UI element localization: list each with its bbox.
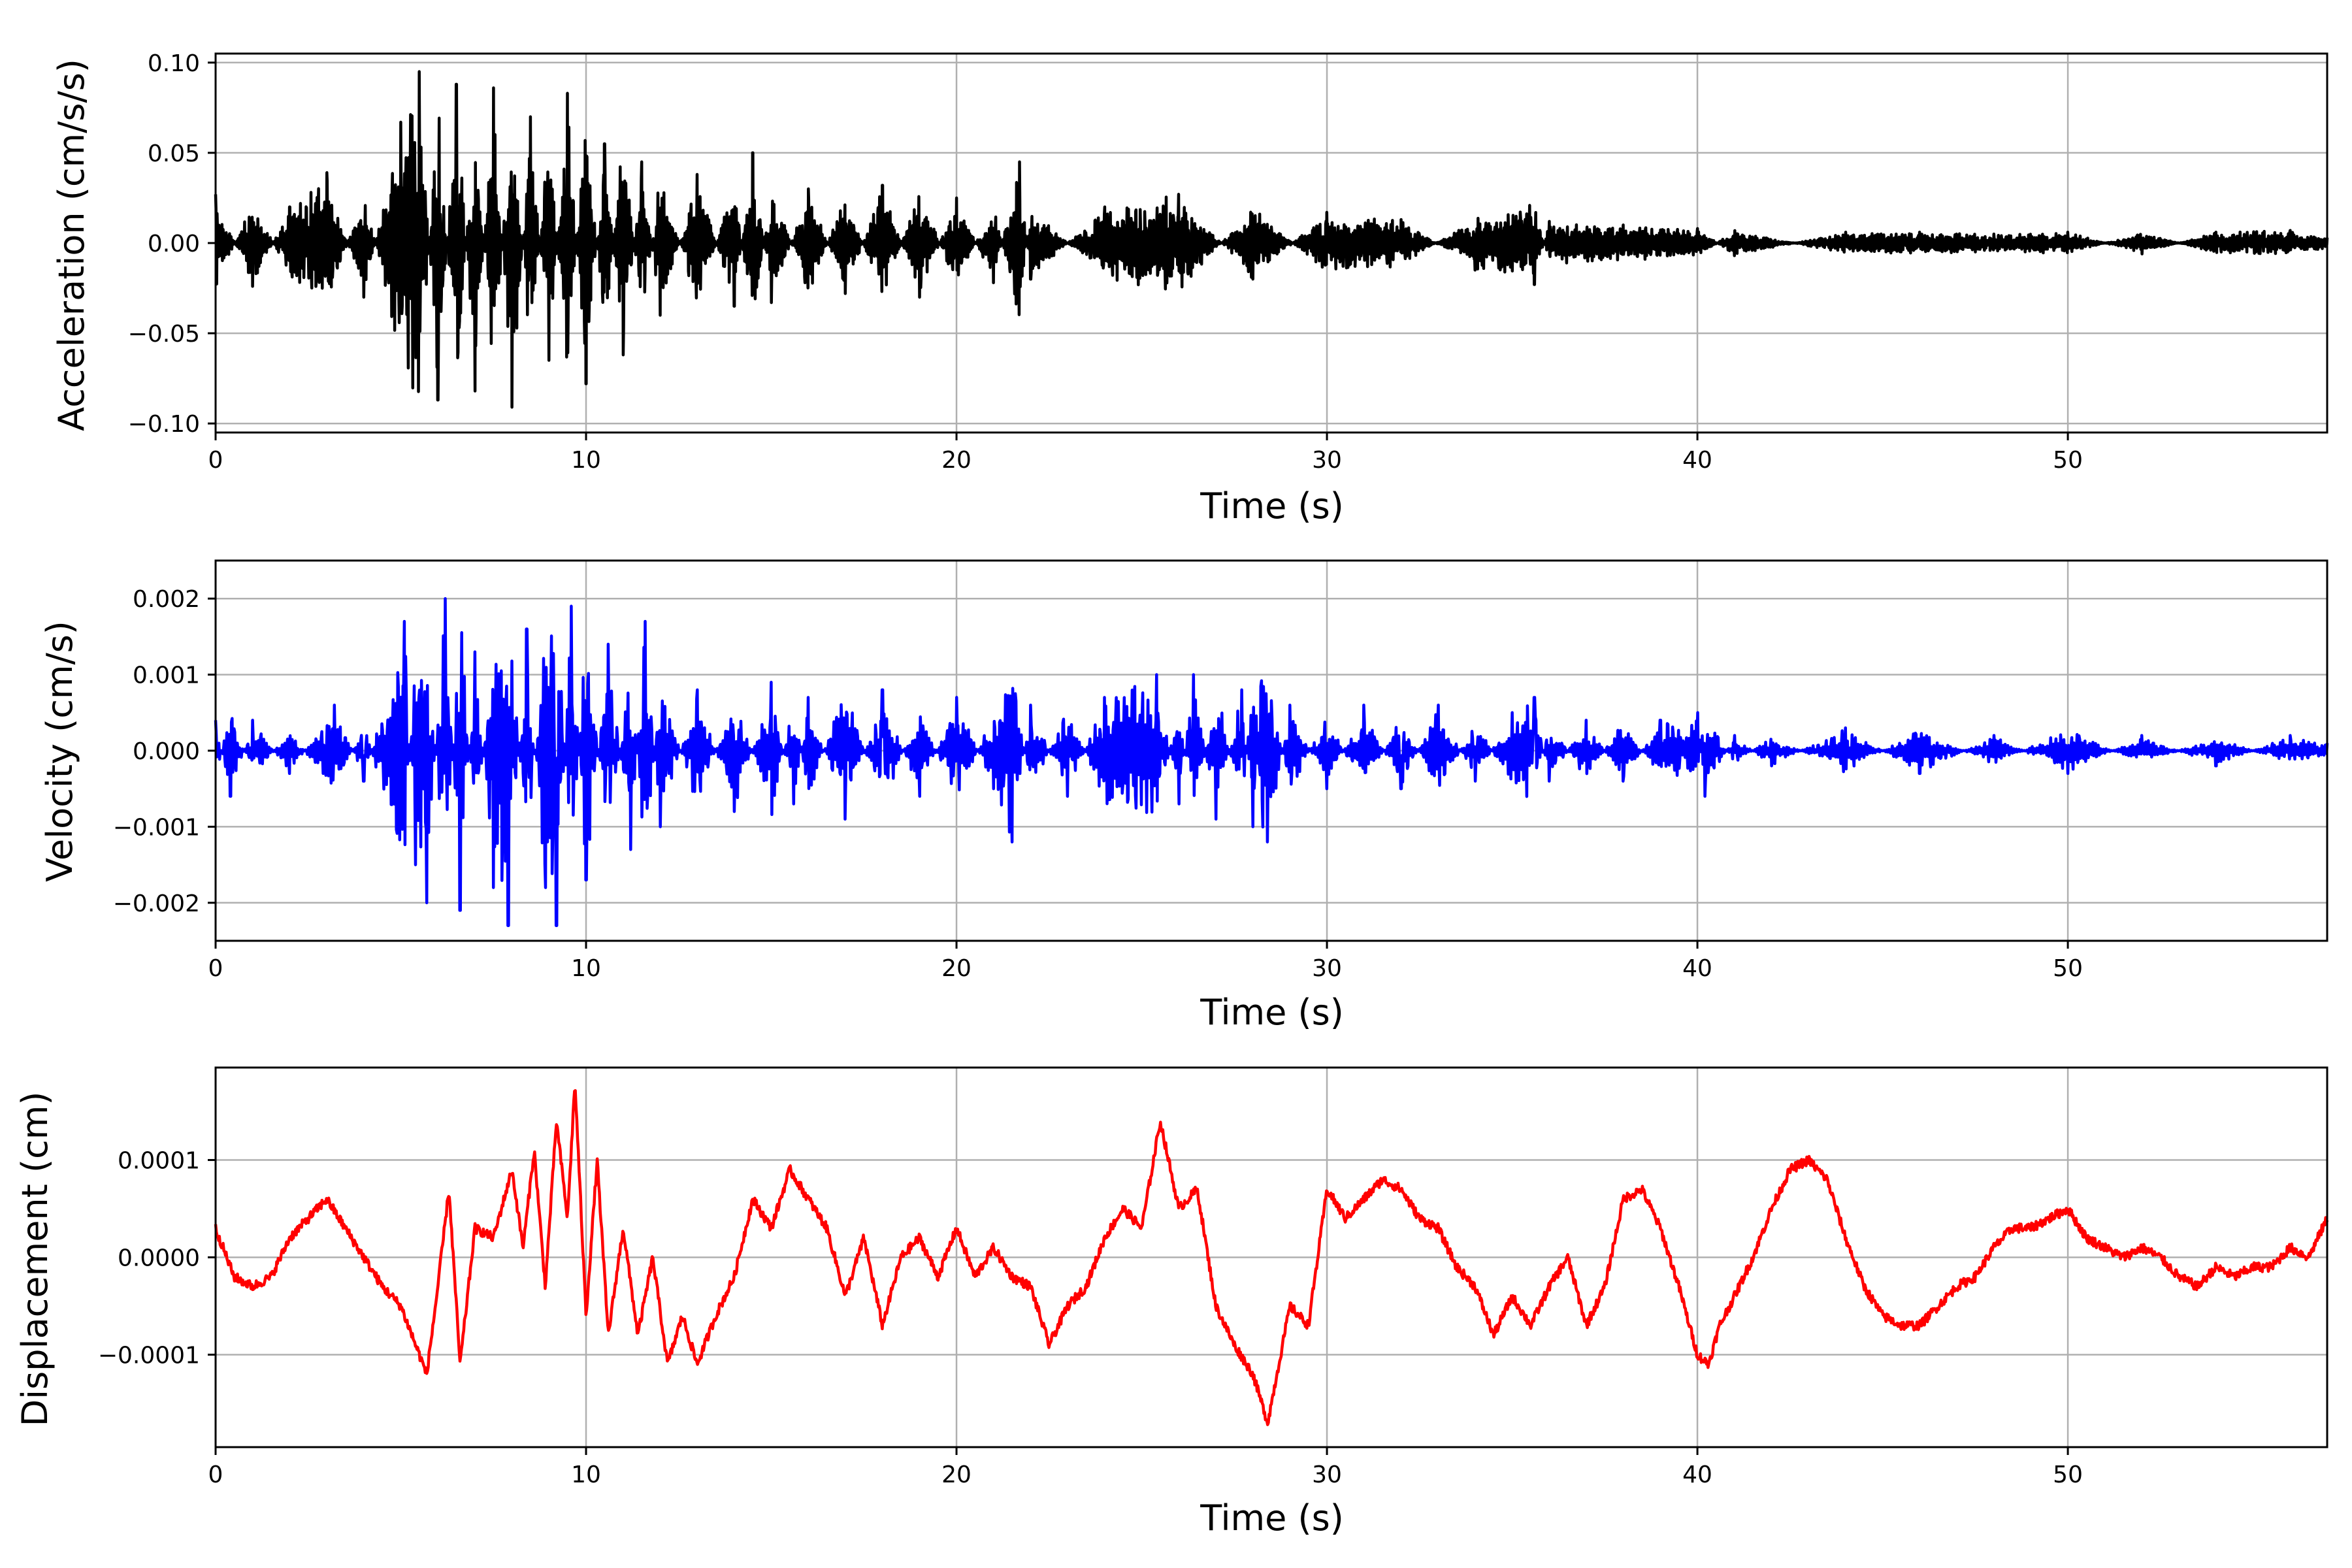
acceleration-xtick-label-3: 30 [1312, 447, 1342, 474]
displacement-xtick-label-0: 0 [208, 1462, 223, 1488]
velocity-xtick-label-2: 20 [941, 955, 972, 982]
velocity-series-line [214, 596, 2329, 927]
displacement-xtick-label-5: 50 [2053, 1462, 2083, 1488]
acceleration-ytick-label-0: −0.10 [128, 411, 200, 438]
acceleration-ytick-label-3: 0.05 [148, 140, 200, 167]
velocity-xtick-label-1: 10 [571, 955, 601, 982]
velocity-panel: Velocity (cm/s) Time (s) 0 10 20 30 40 50 −0.0… [39, 559, 2329, 1033]
acceleration-series-line [214, 70, 2329, 409]
velocity-xtick-label-5: 50 [2053, 955, 2083, 982]
displacement-ytick-label-0: −0.0001 [98, 1342, 200, 1369]
velocity-ylabel: Velocity (cm/s) [39, 621, 80, 882]
velocity-xtick-label-4: 40 [1682, 955, 1712, 982]
acceleration-ylabel: Acceleration (cm/s/s) [51, 59, 92, 431]
displacement-series-line [214, 1089, 2329, 1426]
acceleration-panel: Acceleration (cm/s/s) Time (s) 0 10 20 30 40… [51, 50, 2329, 527]
velocity-ytick-label-0: −0.002 [113, 890, 200, 917]
velocity-ytick-label-4: 0.002 [133, 586, 200, 613]
displacement-ytick-label-1: 0.0000 [118, 1245, 200, 1272]
displacement-xlabel: Time (s) [1200, 1497, 1344, 1539]
acceleration-xtick-label-4: 40 [1682, 447, 1712, 474]
velocity-xtick-label-0: 0 [208, 955, 223, 982]
displacement-xtick-label-3: 30 [1312, 1462, 1342, 1488]
acceleration-xlabel: Time (s) [1200, 485, 1344, 527]
displacement-xtick-label-1: 10 [571, 1462, 601, 1488]
acceleration-ytick-label-1: −0.05 [128, 321, 200, 348]
velocity-xlabel: Time (s) [1200, 992, 1344, 1033]
acceleration-ytick-label-4: 0.10 [148, 50, 200, 77]
acceleration-xtick-label-0: 0 [208, 447, 223, 474]
displacement-panel: Displacement (cm) Time (s) 0 10 20 30 40 50 −0… [14, 1066, 2329, 1539]
acceleration-xtick-label-1: 10 [571, 447, 601, 474]
displacement-xtick-label-2: 20 [941, 1462, 972, 1488]
acceleration-xtick-label-2: 20 [941, 447, 972, 474]
velocity-ytick-label-3: 0.001 [133, 662, 200, 689]
displacement-xtick-label-4: 40 [1682, 1462, 1712, 1488]
acceleration-xtick-label-5: 50 [2053, 447, 2083, 474]
velocity-ytick-label-2: 0.000 [133, 738, 200, 765]
displacement-ylabel: Displacement (cm) [14, 1092, 56, 1427]
velocity-ytick-label-1: −0.001 [113, 814, 200, 841]
displacement-ytick-label-2: 0.0001 [118, 1148, 200, 1175]
velocity-xtick-label-3: 30 [1312, 955, 1342, 982]
acceleration-ytick-label-2: 0.00 [148, 231, 200, 257]
